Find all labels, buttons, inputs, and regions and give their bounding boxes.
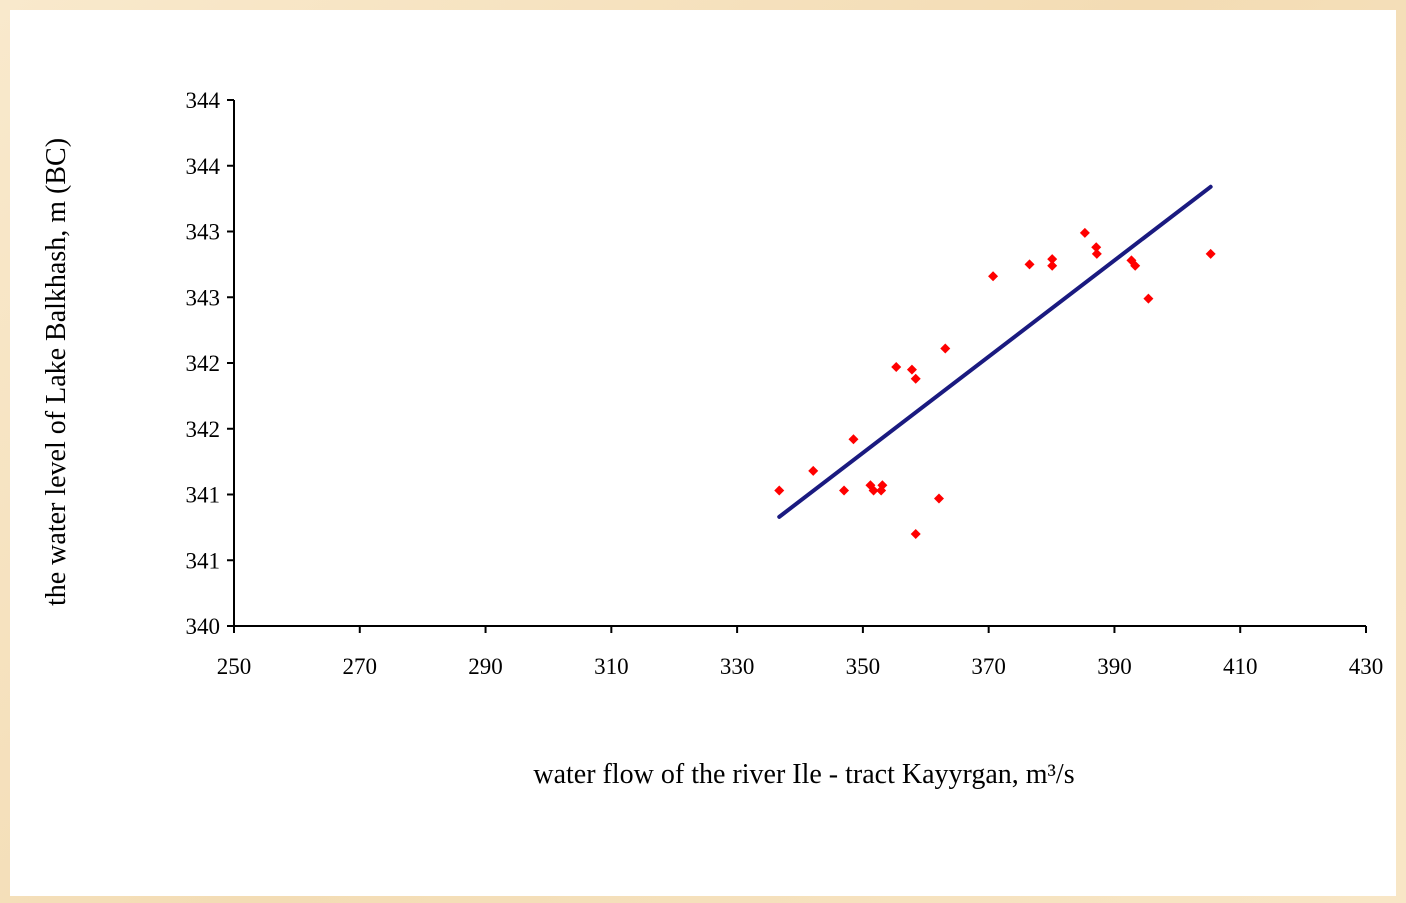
data-point <box>868 485 879 496</box>
data-point <box>940 343 951 354</box>
data-point <box>839 485 850 496</box>
x-tick-label: 330 <box>720 654 755 679</box>
data-point <box>774 485 785 496</box>
data-point <box>877 480 888 491</box>
data-point <box>910 528 921 539</box>
y-tick-label: 344 <box>186 154 221 179</box>
data-point <box>1047 260 1058 271</box>
y-axis-ticks: 340 341 341 342 342 343 343 344 344 <box>186 88 234 639</box>
x-tick-label: 370 <box>971 654 1006 679</box>
chart-panel: 340 341 341 342 342 343 343 344 344 250 270 290 310… <box>10 10 1396 896</box>
y-tick-label: 343 <box>186 285 221 310</box>
y-tick-label: 343 <box>186 220 221 245</box>
y-tick-label: 344 <box>186 88 221 113</box>
trend-line <box>777 184 1213 519</box>
scatter-chart: 340 341 341 342 342 343 343 344 344 250 270 290 310… <box>41 88 1384 790</box>
trend-line-group <box>777 184 1213 519</box>
data-point <box>1143 293 1154 304</box>
data-point <box>906 364 917 375</box>
data-point <box>1091 242 1102 253</box>
data-point <box>933 493 944 504</box>
data-point <box>988 271 999 282</box>
data-point <box>1079 227 1090 238</box>
x-tick-label: 290 <box>468 654 503 679</box>
y-tick-label: 340 <box>186 614 221 639</box>
data-point <box>848 434 859 445</box>
y-tick-label: 341 <box>186 483 221 508</box>
y-tick-label: 342 <box>186 351 221 376</box>
axes <box>233 100 1366 627</box>
data-point <box>891 361 902 372</box>
y-axis-label: the water level of Lake Balkhash, m (BC) <box>41 138 72 606</box>
data-point <box>1091 248 1102 259</box>
data-point <box>1205 248 1216 259</box>
x-tick-label: 350 <box>846 654 881 679</box>
x-tick-label: 390 <box>1097 654 1132 679</box>
data-point <box>910 373 921 384</box>
x-tick-label: 430 <box>1349 654 1384 679</box>
data-point <box>1024 259 1035 270</box>
x-axis-label: water flow of the river Ile - tract Kayy… <box>533 759 1074 790</box>
data-points <box>774 227 1216 539</box>
x-tick-label: 310 <box>594 654 629 679</box>
x-axis-ticks: 250 270 290 310 330 350 370 390 410 430 <box>217 626 1384 679</box>
x-tick-label: 250 <box>217 654 252 679</box>
y-tick-label: 341 <box>186 548 221 573</box>
data-point <box>1130 260 1141 271</box>
y-tick-label: 342 <box>186 417 221 442</box>
x-tick-label: 410 <box>1223 654 1258 679</box>
data-point <box>808 465 819 476</box>
x-tick-label: 270 <box>343 654 378 679</box>
